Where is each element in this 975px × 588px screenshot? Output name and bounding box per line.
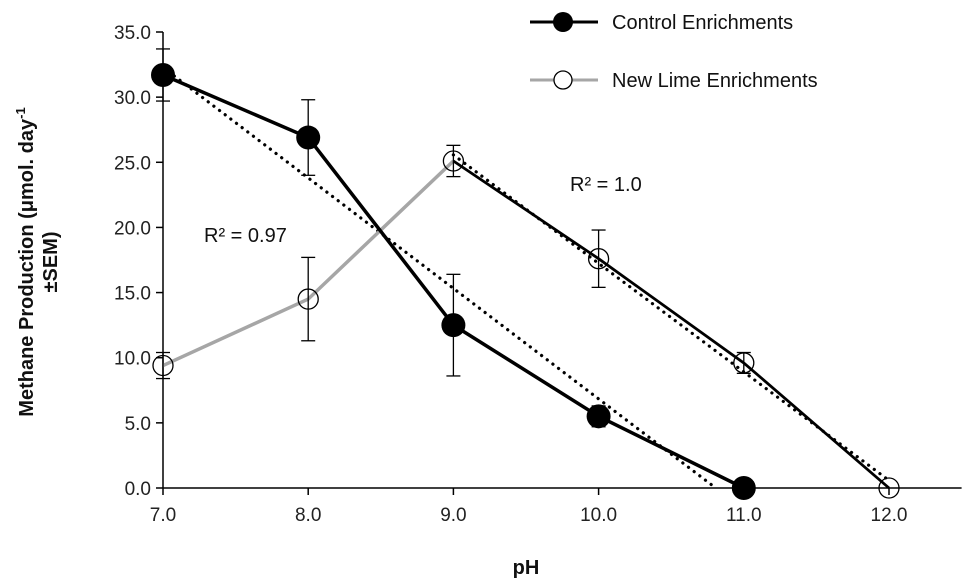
point-new-lime — [152, 354, 174, 377]
y-tick-label: 30.0 — [114, 88, 151, 109]
legend-item-control: Control Enrichments — [530, 12, 793, 34]
series — [151, 48, 900, 500]
y-tick-label: 0.0 — [125, 479, 151, 500]
trendlines — [161, 65, 891, 490]
legend-marker-filled-circle — [553, 12, 573, 32]
trendline-control — [161, 65, 718, 490]
legend-label-control: Control Enrichments — [612, 12, 793, 34]
y-tick-label: 5.0 — [125, 414, 151, 435]
y-axis-label-line2: ±SEM) — [40, 232, 62, 293]
x-tick-label: 12.0 — [871, 505, 908, 526]
point-new-lime — [878, 477, 900, 499]
y-tick-label: 35.0 — [114, 23, 151, 44]
legend: Control Enrichments New Lime Enrichments — [530, 12, 818, 92]
point-control — [441, 313, 466, 338]
legend-marker-open-circle — [553, 70, 573, 90]
point-new-lime — [297, 288, 319, 310]
line-new-lime-falling — [452, 159, 890, 490]
svg-text:Methane Production (μmol. day-: Methane Production (μmol. day-1 — [13, 107, 38, 416]
y-axis-label-line1: Methane Production (μmol. day — [16, 118, 38, 417]
point-new-lime — [587, 248, 610, 270]
y-tick-label: 20.0 — [114, 218, 151, 239]
point-control — [586, 404, 611, 429]
point-control — [296, 125, 321, 150]
axes: 0.0 5.0 10.0 15.0 20.0 25.0 30.0 35.0 7.0 8.0 9.0 1… — [114, 23, 962, 526]
y-axis-label: Methane Production (μmol. day-1 ±SEM) — [13, 107, 62, 416]
x-tick-label: 11.0 — [726, 505, 762, 526]
point-control — [151, 62, 175, 87]
x-tick-label: 7.0 — [150, 505, 176, 526]
x-tick-label: 8.0 — [295, 505, 321, 526]
r2-control: R² = 0.97 — [204, 225, 287, 247]
y-axis-label-sup: -1 — [13, 107, 28, 119]
point-new-lime — [733, 352, 755, 374]
x-tick-label: 9.0 — [440, 505, 466, 526]
r2-new-lime: R² = 1.0 — [570, 174, 642, 196]
point-control — [731, 476, 756, 500]
x-tick-label: 10.0 — [580, 505, 617, 526]
y-tick-label: 25.0 — [114, 153, 151, 174]
y-tick-label: 15.0 — [114, 284, 151, 305]
y-tick-label: 10.0 — [114, 349, 151, 370]
legend-item-new-lime: New Lime Enrichments — [530, 70, 818, 92]
point-new-lime — [442, 150, 465, 172]
x-axis-label: pH — [513, 557, 540, 579]
legend-label-new-lime: New Lime Enrichments — [612, 70, 818, 92]
